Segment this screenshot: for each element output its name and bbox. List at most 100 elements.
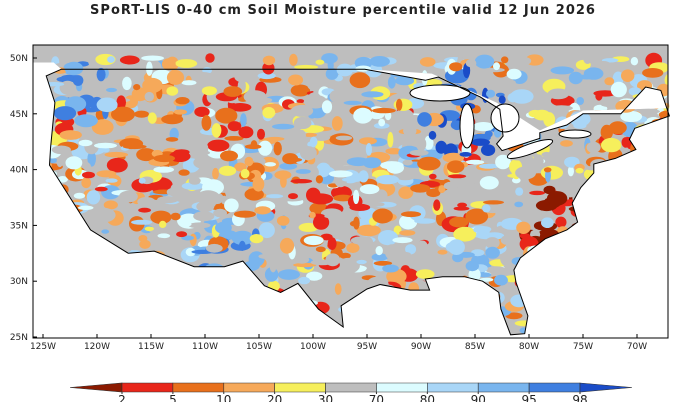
moisture-patch	[472, 122, 494, 132]
moisture-patch	[106, 87, 117, 93]
moisture-patch	[170, 212, 181, 221]
moisture-patch	[201, 115, 212, 131]
moisture-patch	[215, 221, 232, 234]
moisture-patch	[288, 74, 304, 86]
moisture-patch	[437, 249, 448, 255]
moisture-patch	[122, 144, 147, 150]
lon-tick-label: 125W	[30, 342, 56, 352]
map-title: SPoRT-LIS 0-40 cm Soil Moisture percenti…	[90, 3, 596, 18]
moisture-patch	[410, 184, 431, 193]
moisture-patch	[384, 111, 392, 121]
moisture-patch	[315, 59, 325, 65]
moisture-patch	[138, 177, 146, 184]
moisture-patch	[371, 253, 388, 261]
moisture-patch	[265, 136, 285, 141]
moisture-patch	[96, 170, 117, 178]
moisture-patch	[307, 76, 320, 91]
moisture-patch	[328, 170, 353, 178]
moisture-patch	[188, 176, 201, 185]
moisture-patch	[240, 168, 250, 179]
colorbar-label: 70	[369, 393, 384, 402]
colorbar-segment	[376, 382, 428, 393]
moisture-patch	[485, 266, 507, 274]
moisture-patch	[457, 202, 467, 208]
moisture-patch	[53, 106, 77, 121]
lon-tick-label: 80W	[519, 342, 539, 352]
moisture-patch	[262, 107, 276, 119]
us-outline	[45, 68, 671, 336]
moisture-patch	[223, 86, 243, 97]
moisture-patch	[642, 68, 664, 78]
moisture-patch	[392, 237, 413, 244]
moisture-patch	[267, 83, 288, 94]
moisture-patch	[459, 152, 472, 157]
moisture-patch	[94, 186, 108, 192]
moisture-patch	[276, 215, 290, 226]
moisture-patch	[428, 130, 437, 140]
lon-tick-label: 75W	[573, 342, 593, 352]
moisture-patch	[394, 108, 414, 122]
moisture-patch	[359, 184, 380, 195]
moisture-patch	[101, 147, 110, 153]
moisture-patch	[211, 67, 221, 79]
moisture-patch	[485, 246, 500, 259]
moisture-patch	[161, 114, 184, 125]
colorbar-label: 5	[169, 393, 177, 402]
moisture-patch	[306, 271, 323, 281]
moisture-patch	[81, 177, 92, 189]
colorbar-label: 20	[267, 393, 282, 402]
moisture-patch	[220, 150, 238, 162]
moisture-patch	[229, 103, 252, 112]
moisture-patch	[604, 77, 615, 86]
lat-tick-label: 45N	[10, 110, 28, 120]
moisture-patch	[77, 205, 94, 210]
moisture-patch	[279, 162, 298, 170]
moisture-patch	[211, 76, 221, 86]
moisture-patch	[173, 109, 187, 115]
moisture-patch	[482, 204, 491, 213]
moisture-patch	[116, 95, 126, 110]
moisture-patch	[477, 272, 492, 278]
moisture-patch	[118, 190, 138, 203]
moisture-patch	[334, 283, 342, 295]
moisture-patch	[178, 221, 192, 227]
moisture-patch	[107, 56, 115, 63]
colorbar-label: 30	[318, 393, 333, 402]
moisture-patch	[264, 162, 277, 167]
moisture-patch	[165, 137, 179, 142]
moisture-patch	[608, 121, 627, 135]
moisture-patch	[166, 86, 179, 96]
moisture-patch	[443, 181, 458, 190]
moisture-patch	[449, 62, 463, 72]
moisture-patch	[56, 156, 63, 168]
moisture-patch	[449, 216, 469, 228]
moisture-patch	[125, 120, 135, 132]
moisture-patch	[417, 156, 441, 171]
moisture-patch	[157, 196, 178, 204]
moisture-patch	[471, 138, 490, 146]
moisture-patch	[231, 230, 254, 246]
moisture-patch	[64, 61, 84, 76]
moisture-patch	[494, 274, 508, 286]
moisture-patch	[336, 63, 353, 77]
colorbar-segment	[477, 382, 530, 393]
moisture-patch	[349, 72, 371, 89]
moisture-patch	[153, 154, 175, 163]
moisture-patch	[96, 97, 118, 113]
moisture-patch	[266, 194, 284, 199]
moisture-patch	[610, 81, 627, 98]
moisture-patch	[290, 179, 313, 184]
moisture-patch	[79, 118, 97, 127]
moisture-patch	[479, 176, 499, 190]
moisture-patch	[245, 144, 262, 150]
moisture-patch	[500, 251, 516, 267]
moisture-patch	[506, 68, 522, 80]
moisture-patch	[178, 169, 190, 176]
moisture-patch	[485, 237, 500, 249]
moisture-patch	[369, 56, 390, 67]
moisture-patch	[401, 211, 421, 218]
moisture-patch	[159, 220, 167, 228]
moisture-patch	[294, 64, 319, 70]
colorbar-segment	[69, 382, 123, 393]
